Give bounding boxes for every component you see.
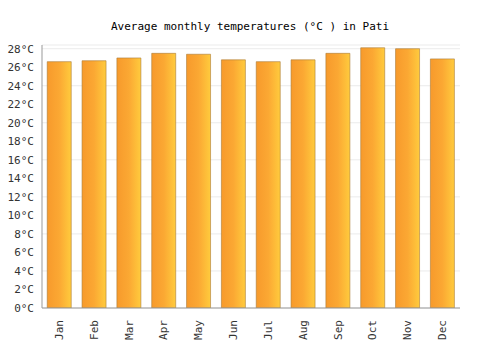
svg-text:Sep: Sep xyxy=(332,320,345,340)
svg-text:Mar: Mar xyxy=(123,320,136,340)
svg-text:6°C: 6°C xyxy=(14,246,34,259)
html-text:Average monthly temperatures (: Average monthly temperatures (°C ) in Pa… xyxy=(110,20,390,33)
svg-text:Jan: Jan xyxy=(53,320,66,340)
svg-text:24°C: 24°C xyxy=(8,80,34,93)
svg-text:Jun: Jun xyxy=(227,320,240,340)
svg-text:16°C: 16°C xyxy=(8,154,34,167)
svg-text:4°C: 4°C xyxy=(14,265,34,278)
svg-text:Jul: Jul xyxy=(262,320,275,340)
svg-text:22°C: 22°C xyxy=(8,98,34,111)
svg-text:Apr: Apr xyxy=(157,320,170,340)
svg-text:26°C: 26°C xyxy=(8,61,34,74)
svg-text:Feb: Feb xyxy=(88,320,101,340)
svg-text:2°C: 2°C xyxy=(14,283,34,296)
svg-text:12°C: 12°C xyxy=(8,191,34,204)
svg-text:14°C: 14°C xyxy=(8,172,34,185)
svg-text:Nov: Nov xyxy=(401,320,414,340)
svg-text:8°C: 8°C xyxy=(14,228,34,241)
svg-text:0°C: 0°C xyxy=(14,302,34,315)
svg-text:Aug: Aug xyxy=(297,320,310,340)
svg-text:28°C: 28°C xyxy=(8,43,34,56)
svg-text:20°C: 20°C xyxy=(8,117,34,130)
svg-text:Dec: Dec xyxy=(436,320,449,340)
svg-text:18°C: 18°C xyxy=(8,135,34,148)
svg-text:May: May xyxy=(192,320,205,340)
svg-text:10°C: 10°C xyxy=(8,209,34,222)
svg-text:Oct: Oct xyxy=(366,320,379,340)
